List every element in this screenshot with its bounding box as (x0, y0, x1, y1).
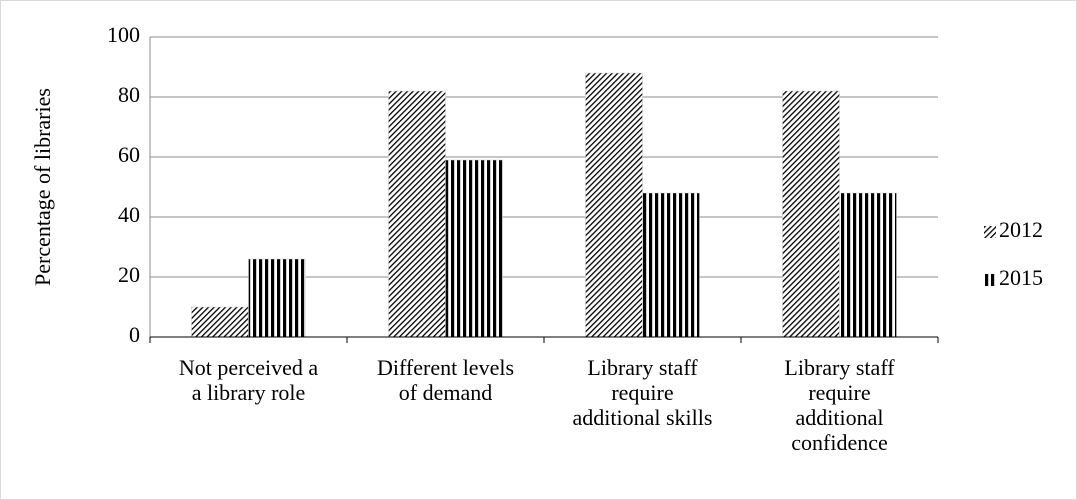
legend-swatch (984, 226, 996, 238)
bar (642, 192, 700, 338)
x-tick-label: Library staff require additional skills (572, 355, 713, 430)
x-tick-label: Not perceived a a library role (178, 355, 319, 405)
bar (839, 192, 897, 338)
y-tick-label: 20 (118, 262, 140, 287)
y-tick-label: 80 (118, 82, 140, 107)
x-tick-label: Library staff require additional confide… (784, 355, 895, 455)
y-axis-label: Percentage of libraries (30, 88, 55, 286)
legend-label: 2015 (999, 265, 1043, 290)
y-tick-label: 100 (107, 22, 140, 47)
bar (585, 72, 643, 338)
y-tick-label: 0 (129, 322, 140, 347)
x-tick-label: Different levels of demand (376, 355, 515, 405)
y-tick-label: 40 (118, 202, 140, 227)
bar (388, 90, 446, 338)
bar (191, 306, 249, 338)
bar (445, 159, 503, 338)
bar (782, 90, 840, 338)
bar (248, 258, 306, 338)
legend-swatch (984, 274, 996, 286)
y-tick-label: 60 (118, 142, 140, 167)
legend-label: 2012 (999, 217, 1043, 242)
